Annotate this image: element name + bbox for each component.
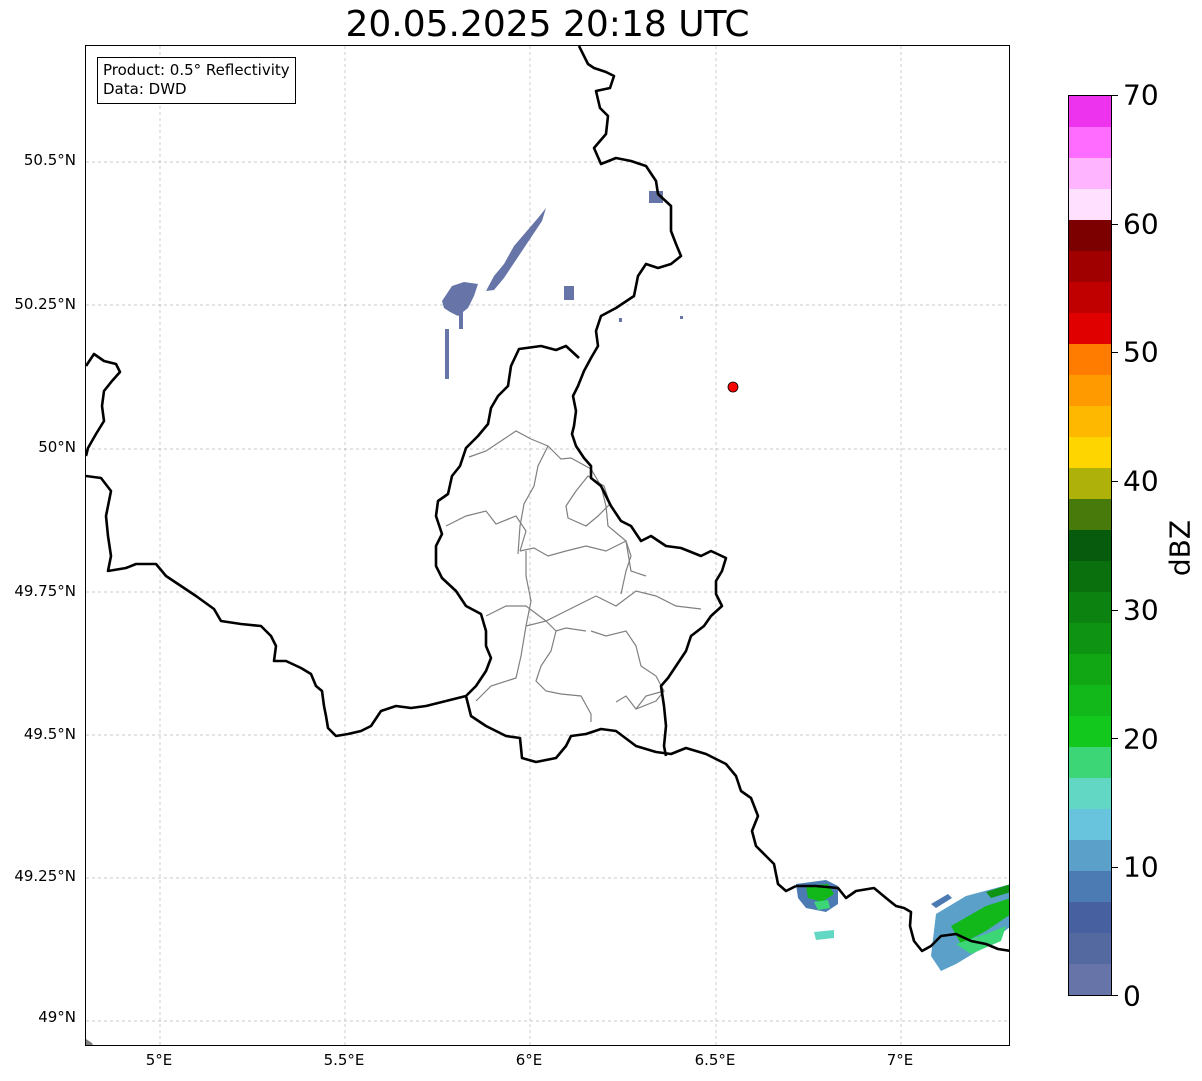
colorbar-segment xyxy=(1069,312,1111,344)
colorbar-tick-20: 20 xyxy=(1123,722,1159,756)
colorbar-segment xyxy=(1069,901,1111,933)
border-germany-belgium-lux xyxy=(570,46,728,757)
colorbar-segment xyxy=(1069,157,1111,189)
border-belgium-lux xyxy=(434,344,580,703)
product-info-box: Product: 0.5° Reflectivity Data: DWD xyxy=(97,57,296,104)
colorbar-segment xyxy=(1069,436,1111,468)
colorbar-tickmark xyxy=(1112,867,1118,868)
colorbar-segment xyxy=(1069,250,1111,282)
colorbar-label: dBZ xyxy=(1163,519,1197,577)
colorbar-tickmark xyxy=(1112,352,1118,353)
map-canvas xyxy=(86,46,1009,1045)
lat-tick-49.5: 49.5°N xyxy=(23,725,76,743)
border-netherlands-belgium xyxy=(86,352,122,457)
colorbar-tick-70: 70 xyxy=(1123,78,1159,112)
lat-tick-50: 50°N xyxy=(38,438,76,456)
border-lux-france xyxy=(464,695,797,893)
canton-borders xyxy=(445,430,702,722)
lat-tick-49.25: 49.25°N xyxy=(14,867,76,885)
country-borders xyxy=(86,46,1009,953)
colorbar-tick-60: 60 xyxy=(1123,207,1159,241)
colorbar-segment xyxy=(1069,374,1111,406)
radar-echo-north xyxy=(442,191,683,379)
colorbar-segment xyxy=(1069,777,1111,809)
border-belgium-france xyxy=(86,474,447,738)
lon-tick-6.5: 6.5°E xyxy=(694,1051,736,1069)
colorbar-segment xyxy=(1069,188,1111,220)
map-title: 20.05.2025 20:18 UTC xyxy=(345,4,750,45)
product-label: Product: 0.5° Reflectivity xyxy=(103,61,290,79)
colorbar-segment xyxy=(1069,498,1111,530)
colorbar-segment xyxy=(1069,529,1111,561)
colorbar-tickmark xyxy=(1112,610,1118,611)
colorbar-tickmark xyxy=(1112,995,1118,996)
colorbar-segment xyxy=(1069,126,1111,158)
radar-site-marker xyxy=(727,381,739,393)
lon-tick-6: 6°E xyxy=(515,1051,543,1069)
data-source-label: Data: DWD xyxy=(103,80,187,98)
colorbar-segment xyxy=(1069,467,1111,499)
colorbar-segment xyxy=(1069,560,1111,592)
colorbar-segment xyxy=(1069,343,1111,375)
colorbar-segment xyxy=(1069,95,1111,127)
colorbar-segment xyxy=(1069,653,1111,685)
colorbar-tick-0: 0 xyxy=(1123,979,1141,1013)
colorbar-segment xyxy=(1069,932,1111,964)
colorbar-segment xyxy=(1069,963,1111,995)
colorbar-tickmark xyxy=(1112,95,1118,96)
colorbar-segment xyxy=(1069,622,1111,654)
colorbar-segment xyxy=(1069,219,1111,251)
colorbar-segment xyxy=(1069,839,1111,871)
colorbar-segment xyxy=(1069,746,1111,778)
radar-echo-southeast xyxy=(796,880,1009,971)
colorbar-segment xyxy=(1069,684,1111,716)
border-france-germany xyxy=(796,884,1009,953)
lon-tick-5.5: 5.5°E xyxy=(323,1051,365,1069)
colorbar-tick-40: 40 xyxy=(1123,464,1159,498)
colorbar-segment xyxy=(1069,591,1111,623)
colorbar xyxy=(1068,95,1112,996)
lat-tick-49: 49°N xyxy=(38,1008,76,1026)
lon-tick-5: 5°E xyxy=(145,1051,173,1069)
colorbar-segment xyxy=(1069,808,1111,840)
colorbar-tick-30: 30 xyxy=(1123,593,1159,627)
colorbar-segment xyxy=(1069,715,1111,747)
map-corner-fragment xyxy=(86,1039,93,1045)
colorbar-tick-10: 10 xyxy=(1123,850,1159,884)
gridlines xyxy=(86,46,1009,1045)
lat-tick-49.75: 49.75°N xyxy=(14,582,76,600)
colorbar-segment xyxy=(1069,405,1111,437)
lon-tick-7: 7°E xyxy=(886,1051,914,1069)
colorbar-segment xyxy=(1069,870,1111,902)
colorbar-tickmark xyxy=(1112,224,1118,225)
colorbar-segment xyxy=(1069,281,1111,313)
colorbar-tickmark xyxy=(1112,481,1118,482)
colorbar-tick-50: 50 xyxy=(1123,335,1159,369)
lat-tick-50.5: 50.5°N xyxy=(23,151,76,169)
colorbar-tickmark xyxy=(1112,738,1118,739)
radar-map[interactable] xyxy=(85,45,1010,1046)
lat-tick-50.25: 50.25°N xyxy=(14,295,76,313)
